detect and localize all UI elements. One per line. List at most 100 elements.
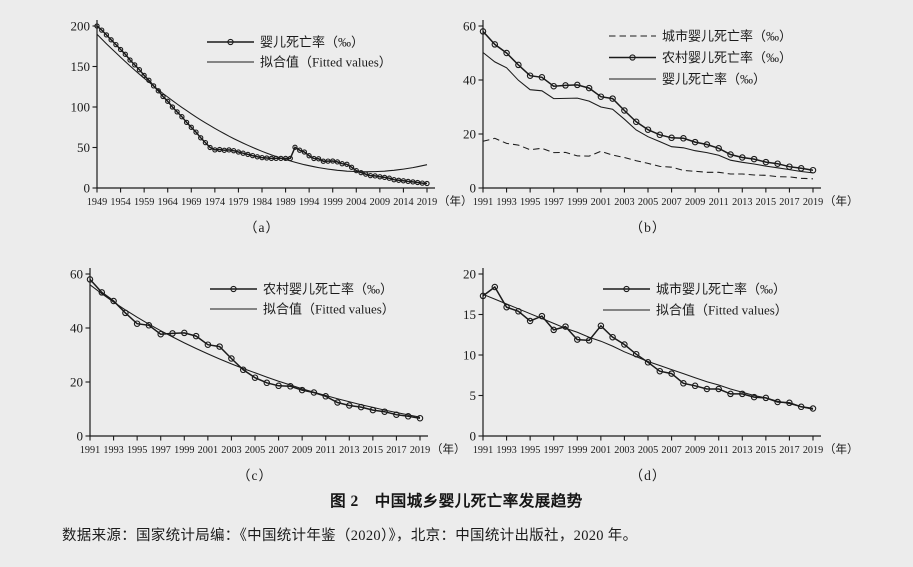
- data-point-marker: [381, 408, 388, 415]
- data-point-marker: [334, 159, 341, 165]
- data-point-marker: [491, 283, 499, 291]
- series-line-2: [482, 52, 814, 174]
- x-tick-label: 1954: [110, 197, 130, 208]
- data-point-marker: [249, 152, 256, 159]
- x-tick-label: 1999: [174, 445, 194, 456]
- x-tick-label: 2015: [756, 197, 776, 208]
- data-point-marker: [193, 129, 199, 135]
- x-tick-label: 2011: [709, 197, 729, 208]
- data-point-marker: [117, 46, 124, 53]
- data-point-marker: [703, 141, 711, 148]
- data-point-marker: [680, 380, 687, 387]
- legend-marker-icon: [629, 54, 636, 61]
- legend: 婴儿死亡率（‰） 拟合值（Fitted values）: [207, 35, 392, 70]
- x-tick-label: 2015: [363, 445, 383, 456]
- data-point-marker: [86, 276, 94, 283]
- x-axis-unit: （年）: [431, 442, 466, 456]
- data-point-marker: [133, 320, 141, 327]
- data-point-marker: [297, 147, 303, 153]
- x-tick-label: 1997: [544, 197, 564, 208]
- y-tick-label: 40: [463, 73, 476, 88]
- y-tick-label: 0: [470, 429, 477, 444]
- y-tick-label: 100: [71, 100, 91, 115]
- data-point-marker: [245, 151, 251, 158]
- data-point-marker: [235, 149, 242, 155]
- data-point-marker: [550, 326, 557, 334]
- x-tick-label: 2017: [779, 197, 799, 208]
- data-point-marker: [231, 148, 237, 154]
- series-line-1: [482, 30, 814, 171]
- x-tick-label: 1964: [158, 197, 178, 208]
- legend-label: 城市婴儿死亡率（‰）: [656, 282, 786, 297]
- data-point-marker: [183, 119, 190, 126]
- legend-label: 婴儿死亡率（‰）: [662, 72, 766, 87]
- data-point-marker: [207, 144, 213, 151]
- data-point-marker: [680, 135, 687, 142]
- x-tick-label: 2009: [370, 197, 390, 208]
- y-tick-label: 0: [84, 181, 91, 196]
- data-point-marker: [774, 160, 781, 167]
- data-point-marker: [609, 333, 616, 341]
- legend: 农村婴儿死亡率（‰） 拟合值（Fitted values）: [210, 282, 395, 317]
- data-point-marker: [136, 67, 143, 73]
- data-point-marker: [372, 173, 378, 179]
- data-point-marker: [108, 37, 114, 43]
- data-point-marker: [739, 154, 746, 161]
- data-point-marker: [150, 83, 157, 89]
- data-point-marker: [254, 154, 260, 160]
- data-point-marker: [103, 32, 110, 38]
- x-tick-label: 1997: [544, 445, 564, 456]
- data-point-marker: [656, 367, 664, 375]
- data-point-marker: [621, 107, 628, 114]
- data-point-marker: [301, 149, 308, 155]
- x-tick-label: 2011: [316, 445, 336, 456]
- data-point-marker: [416, 414, 424, 422]
- data-point-marker: [226, 147, 232, 153]
- series-line-1: [96, 33, 428, 173]
- data-point-marker: [405, 178, 411, 185]
- data-point-marker: [715, 145, 722, 152]
- data-point-marker: [315, 156, 322, 162]
- x-tick-label: 1995: [520, 445, 540, 456]
- data-point-marker: [169, 330, 176, 337]
- data-point-marker: [562, 82, 569, 89]
- x-tick-label: 1969: [181, 197, 201, 208]
- x-tick-label: 1995: [127, 445, 147, 456]
- data-point-marker: [391, 177, 397, 183]
- x-tick-label: 1984: [252, 197, 272, 208]
- legend-label: 拟合值（Fitted values）: [656, 303, 788, 318]
- chart-d: 0 5 10 15 20 1991 1993 1995 1997 1999 2001 2003 2005…: [443, 262, 883, 484]
- series-line-0: [89, 278, 421, 419]
- data-point-marker: [656, 131, 664, 139]
- x-tick-label: 2009: [685, 197, 705, 208]
- data-point-marker: [127, 57, 133, 63]
- x-tick-label: 2001: [198, 445, 218, 456]
- x-tick-label: 2013: [339, 445, 359, 456]
- data-point-marker: [216, 146, 223, 153]
- x-tick-label: 1949: [87, 197, 107, 208]
- data-point-marker: [113, 41, 119, 48]
- data-point-marker: [275, 382, 282, 390]
- data-point-marker: [339, 161, 345, 167]
- data-point-marker: [762, 158, 770, 166]
- data-point-marker: [703, 385, 711, 393]
- x-tick-label: 2007: [268, 445, 288, 456]
- data-point-marker: [192, 332, 200, 340]
- x-axis-unit: （年）: [824, 442, 859, 456]
- x-tick-label: 2019: [410, 445, 430, 456]
- y-tick-label: 150: [71, 59, 91, 74]
- y-tick-label: 60: [70, 267, 83, 282]
- data-point-marker: [538, 74, 546, 81]
- x-tick-label: 2005: [245, 445, 265, 456]
- y-tick-label: 0: [77, 429, 84, 444]
- y-tick-label: 15: [463, 307, 476, 322]
- data-point-marker: [414, 179, 421, 186]
- x-tick-label: 2009: [292, 445, 312, 456]
- x-tick-label: 1999: [323, 197, 343, 208]
- x-axis-unit: （年）: [824, 194, 859, 208]
- data-point-marker: [526, 317, 534, 325]
- data-point-marker: [750, 155, 758, 163]
- data-point-marker: [762, 394, 770, 402]
- data-point-marker: [98, 289, 106, 296]
- x-tick-label: 1979: [228, 197, 248, 208]
